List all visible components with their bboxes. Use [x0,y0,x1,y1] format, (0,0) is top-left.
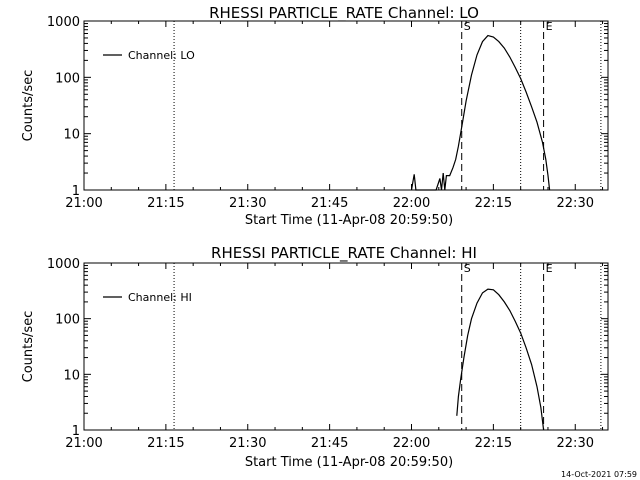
x-tick-label: 22:00 [393,196,430,211]
x-tick-label: 22:30 [557,436,594,451]
plot-frame [83,262,609,431]
timestamp: 14-Oct-2021 07:59 [561,470,637,479]
x-tick-label: 21:45 [311,436,348,451]
legend-label: Channel: HI [128,291,192,304]
y-tick-label: 1000 [47,257,80,272]
x-tick-label: 22:00 [393,436,430,451]
marker-label-E: E [546,20,553,33]
legend-label: Channel: LO [128,49,195,62]
chart-title: RHESSI PARTICLE_RATE Channel: LO [209,4,479,23]
x-tick-label: 22:30 [557,196,594,211]
y-tick-label: 10 [63,128,80,143]
x-tick-label: 21:00 [65,436,102,451]
x-tick-label: 21:15 [147,196,184,211]
y-tick-label: 10 [63,368,80,383]
marker-label-S: S [464,20,471,33]
x-tick-label: 22:15 [475,436,512,451]
plot-frame [83,20,609,191]
x-axis-label: Start Time (11-Apr-08 20:59:50) [245,213,453,228]
chart-title: RHESSI PARTICLE_RATE Channel: HI [211,244,477,263]
marker-label-S: S [464,262,471,275]
x-axis-label: Start Time (11-Apr-08 20:59:50) [245,455,453,470]
y-axis-label: Counts/sec [21,70,36,142]
x-tick-label: 21:30 [229,196,266,211]
y-tick-label: 1 [72,424,80,439]
marker-label-E: E [546,262,553,275]
plot-panel-2: RHESSI PARTICLE_RATE Channel: HI 21:00 21:… [21,244,609,470]
y-tick-label: 1000 [47,15,80,30]
x-tick-label: 21:15 [147,436,184,451]
y-tick-label: 1 [72,184,80,199]
x-tick-label: 22:15 [475,196,512,211]
y-tick-label: 100 [55,71,80,86]
y-axis-label: Counts/sec [21,311,36,383]
plot-panel-1: RHESSI PARTICLE_RATE Channel: LO 21:00 21:… [21,4,609,228]
x-tick-label: 21:30 [229,436,266,451]
x-tick-label: 21:00 [65,196,102,211]
x-tick-label: 21:45 [311,196,348,211]
y-tick-label: 100 [55,313,80,328]
data-series-line [456,288,545,431]
data-series-line [410,34,551,191]
